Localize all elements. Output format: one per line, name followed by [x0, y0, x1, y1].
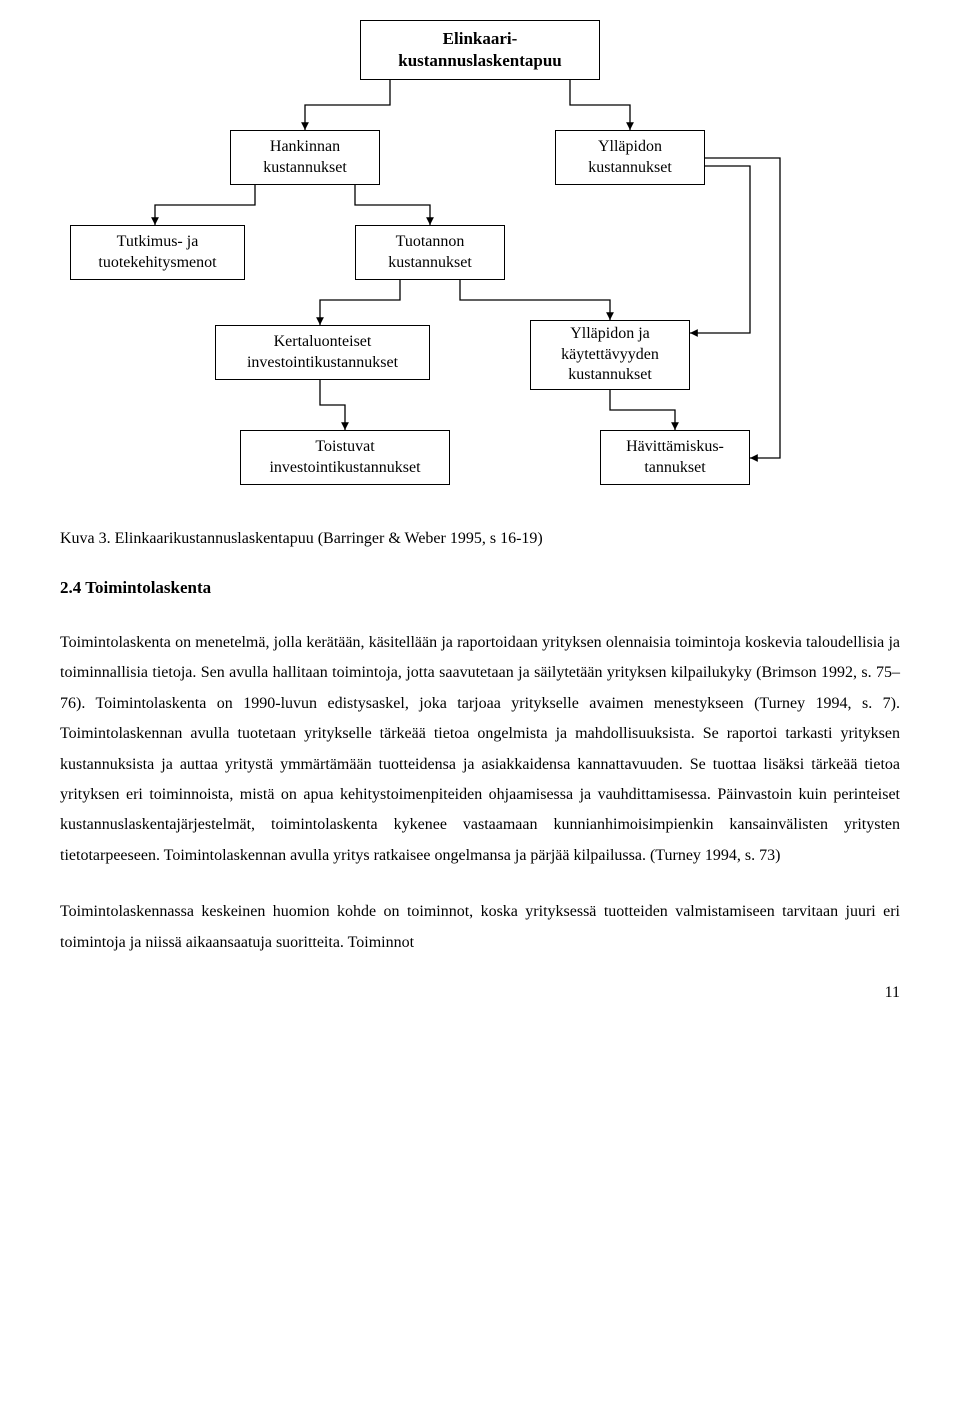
edge-y-hv — [705, 158, 780, 458]
lifecycle-cost-tree: Elinkaari-kustannuslaskentapuu Hankinnank… — [60, 20, 900, 510]
node-y: Ylläpidonkustannukset — [555, 130, 705, 185]
edge-yk-hv — [610, 390, 675, 430]
node-tk: Tutkimus- jatuotekehitysmenot — [70, 225, 245, 280]
paragraph-2: Toimintolaskennassa keskeinen huomion ko… — [60, 897, 900, 958]
edge-tu-yk — [460, 280, 610, 320]
node-yk: Ylläpidon jakäytettävyydenkustannukset — [530, 320, 690, 390]
page-number: 11 — [60, 984, 900, 1002]
figure-caption: Kuva 3. Elinkaarikustannuslaskentapuu (B… — [60, 530, 900, 548]
node-root: Elinkaari-kustannuslaskentapuu — [360, 20, 600, 80]
edge-tu-ki — [320, 280, 400, 325]
node-hv: Hävittämiskus-tannukset — [600, 430, 750, 485]
paragraph-1: Toimintolaskenta on menetelmä, jolla ker… — [60, 628, 900, 871]
edge-y-yk — [690, 166, 750, 333]
edge-root-h — [305, 80, 390, 130]
edge-ki-ti — [320, 380, 345, 430]
node-ti: Toistuvatinvestointikustannukset — [240, 430, 450, 485]
node-ki: Kertaluonteisetinvestointikustannukset — [215, 325, 430, 380]
node-h: Hankinnankustannukset — [230, 130, 380, 185]
node-tu: Tuotannonkustannukset — [355, 225, 505, 280]
edge-root-y — [570, 80, 630, 130]
edge-h-tu — [355, 185, 430, 225]
section-heading: 2.4 Toimintolaskenta — [60, 578, 900, 598]
edge-h-tk — [155, 185, 255, 225]
